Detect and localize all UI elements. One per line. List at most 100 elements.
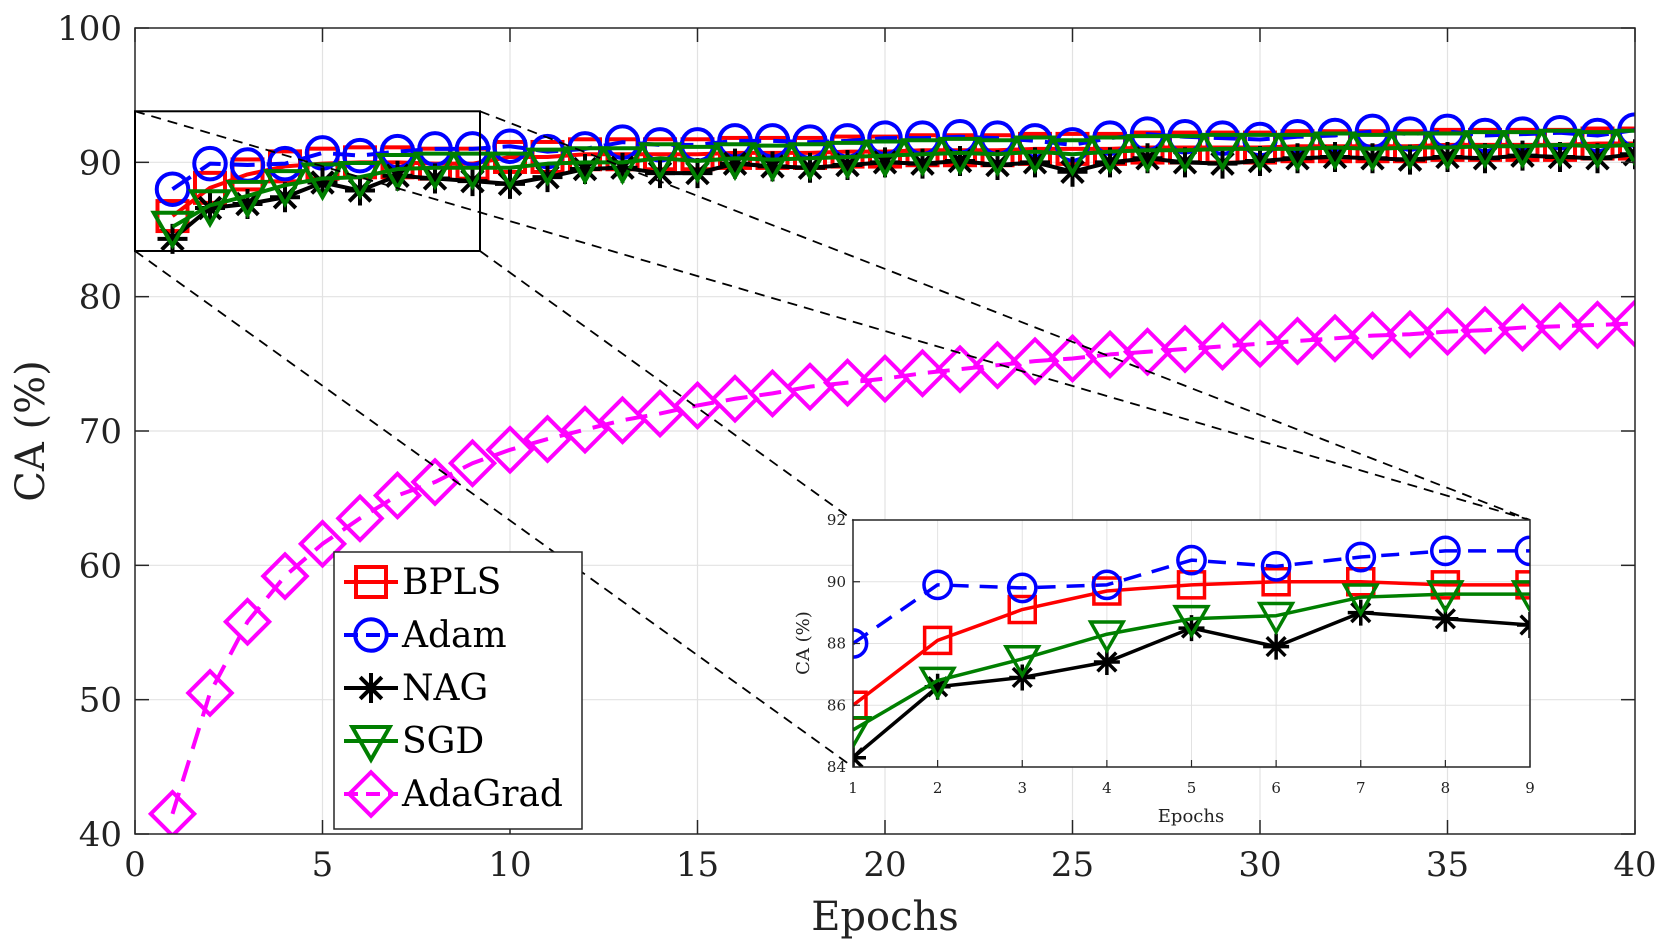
data-point <box>1500 130 1545 169</box>
inset-grid <box>853 520 1530 767</box>
x-tick-label: 15 <box>676 845 719 885</box>
legend-label: SGD <box>402 721 484 762</box>
zoom-connector <box>134 110 1531 521</box>
data-point <box>342 137 378 174</box>
legend-swatch-marker <box>354 565 388 599</box>
data-point <box>1235 319 1285 369</box>
data-point <box>375 152 420 192</box>
data-point <box>1122 327 1173 377</box>
data-point <box>1432 141 1463 172</box>
inset-data-point <box>1087 620 1127 655</box>
data-point <box>675 144 720 184</box>
data-point <box>525 147 570 187</box>
inset-data-point <box>922 625 953 656</box>
inset-data-point <box>1176 570 1207 600</box>
data-point <box>1170 147 1200 178</box>
data-point <box>1162 134 1208 174</box>
data-point <box>1582 143 1613 174</box>
data-point <box>1010 336 1060 386</box>
inset-data-point <box>1345 541 1377 573</box>
data-point <box>1610 298 1635 349</box>
x-tick-label: 40 <box>1613 845 1656 885</box>
inset-x-tick-label: 1 <box>848 779 858 797</box>
inset-data-point <box>1263 633 1290 660</box>
data-point <box>720 148 750 179</box>
inset-x-tick-label: 6 <box>1271 779 1281 797</box>
inset-data-point <box>853 628 869 659</box>
data-point <box>1275 132 1320 172</box>
data-point <box>1350 132 1395 172</box>
series-sgd <box>150 128 1635 250</box>
legend-label: Adam <box>401 615 507 656</box>
legend-label: BPLS <box>402 562 501 603</box>
y-tick-label: 90 <box>79 143 122 183</box>
legend-swatch-marker <box>356 673 386 703</box>
data-point <box>1537 128 1583 168</box>
inset-data-point <box>1432 605 1459 632</box>
inset-data-point <box>1178 615 1205 642</box>
zoom-connector <box>134 250 854 768</box>
data-point <box>1272 316 1323 366</box>
legend-item-adam: Adam <box>344 615 507 656</box>
inset-data-point <box>1260 550 1292 582</box>
data-point <box>457 166 488 197</box>
inset-data-point <box>1510 580 1530 614</box>
data-point <box>1395 144 1425 175</box>
data-point <box>382 160 413 191</box>
inset-y-tick-label: 88 <box>827 635 846 653</box>
data-point <box>522 414 573 464</box>
series-line <box>171 152 1635 241</box>
data-point <box>935 344 985 394</box>
data-point <box>1462 130 1508 169</box>
y-tick-label: 40 <box>79 815 122 855</box>
data-point <box>822 358 873 408</box>
data-point <box>785 362 835 412</box>
inset-x-tick-label: 2 <box>933 779 943 797</box>
data-point <box>1320 141 1350 172</box>
x-tick-label: 30 <box>1238 845 1281 885</box>
data-point <box>185 668 235 718</box>
data-point <box>757 151 788 182</box>
data-point <box>832 150 863 181</box>
data-point <box>1020 147 1050 178</box>
data-point <box>1050 138 1095 178</box>
x-tick-label: 5 <box>312 845 334 885</box>
inset-data-point <box>922 569 954 601</box>
data-point <box>410 457 460 507</box>
data-point <box>795 152 825 183</box>
zoom-connector <box>479 250 854 521</box>
inset-axis-ticks: 1 2 3 4 5 6 7 8 9 84 86 88 90 92 <box>827 511 1535 797</box>
x-tick-label: 25 <box>1051 845 1094 885</box>
data-point <box>937 136 983 176</box>
inset-x-tick-label: 3 <box>1017 779 1027 797</box>
data-point <box>637 142 683 182</box>
data-point <box>1425 131 1470 171</box>
y-tick-label: 70 <box>79 412 122 452</box>
inset-chart: 1 2 3 4 5 6 7 8 9 84 86 88 90 92 Epochs CA (%) <box>793 511 1535 827</box>
data-point <box>1282 143 1313 174</box>
inset-x-tick-label: 9 <box>1525 779 1535 797</box>
legend-item-adagrad: AdaGrad <box>344 769 563 819</box>
data-point <box>335 493 385 543</box>
data-point <box>1312 131 1358 171</box>
data-point <box>222 597 273 647</box>
data-point <box>487 151 533 191</box>
data-point <box>860 354 910 404</box>
data-point <box>600 146 645 186</box>
data-point <box>1085 329 1135 380</box>
x-axis-label: Epochs <box>811 894 959 940</box>
main-series-group <box>147 112 1635 834</box>
data-point <box>972 340 1023 390</box>
data-point <box>1460 305 1510 355</box>
data-point <box>897 348 948 398</box>
inset-series-line <box>853 549 1530 645</box>
inset-data-point <box>1261 567 1291 597</box>
inset-x-tick-label: 7 <box>1356 779 1366 797</box>
data-point <box>1347 311 1398 361</box>
zoom-region-box <box>134 110 481 252</box>
data-point <box>187 189 233 229</box>
data-point <box>300 162 345 202</box>
inset-x-tick-label: 4 <box>1102 779 1112 797</box>
legend-item-nag: NAG <box>344 668 488 709</box>
